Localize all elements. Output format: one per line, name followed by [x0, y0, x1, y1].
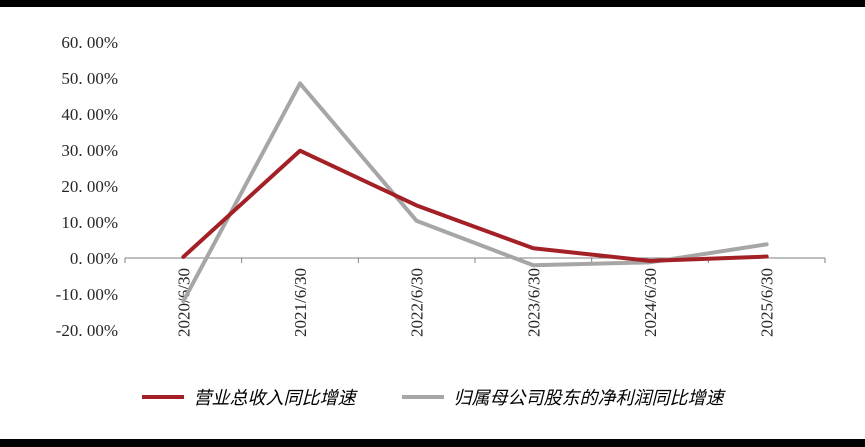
legend-line-swatch-revenue [141, 395, 184, 399]
y-axis-tick-label: 40. 00% [61, 105, 118, 124]
y-axis-tick-label: 60. 00% [61, 33, 118, 52]
series-line-1 [181, 81, 769, 304]
y-axis-tick-label: -10. 00% [56, 285, 118, 304]
x-axis-category-label: 2025/6/30 [758, 268, 777, 337]
x-axis-category-label: 2023/6/30 [524, 268, 543, 337]
x-axis-category-label: 2021/6/30 [291, 268, 310, 337]
series-line-0 [181, 148, 769, 263]
legend-line-swatch-net-profit [401, 395, 444, 399]
y-axis-tick-label: 10. 00% [61, 213, 118, 232]
y-axis-tick-label: 30. 00% [61, 141, 118, 160]
x-axis-category-label: 2024/6/30 [641, 268, 660, 337]
y-axis-tick-label: 50. 00% [61, 69, 118, 88]
y-axis-tick-label: 0. 00% [70, 249, 118, 268]
y-axis-tick-label: 20. 00% [61, 177, 118, 196]
table-border-top [0, 0, 865, 7]
legend-item-revenue: 营业总收入同比增速 [141, 384, 356, 410]
legend-label-net-profit: 归属母公司股东的净利润同比增速 [453, 388, 724, 408]
legend-item-net-profit: 归属母公司股东的净利润同比增速 [401, 384, 724, 410]
table-border-bottom [0, 439, 865, 447]
x-axis-category-label: 2022/6/30 [408, 268, 427, 337]
y-axis-tick-label: -20. 00% [56, 321, 118, 340]
chart-legend: 营业总收入同比增速 归属母公司股东的净利润同比增速 [0, 384, 865, 410]
legend-label-revenue: 营业总收入同比增速 [193, 388, 356, 408]
